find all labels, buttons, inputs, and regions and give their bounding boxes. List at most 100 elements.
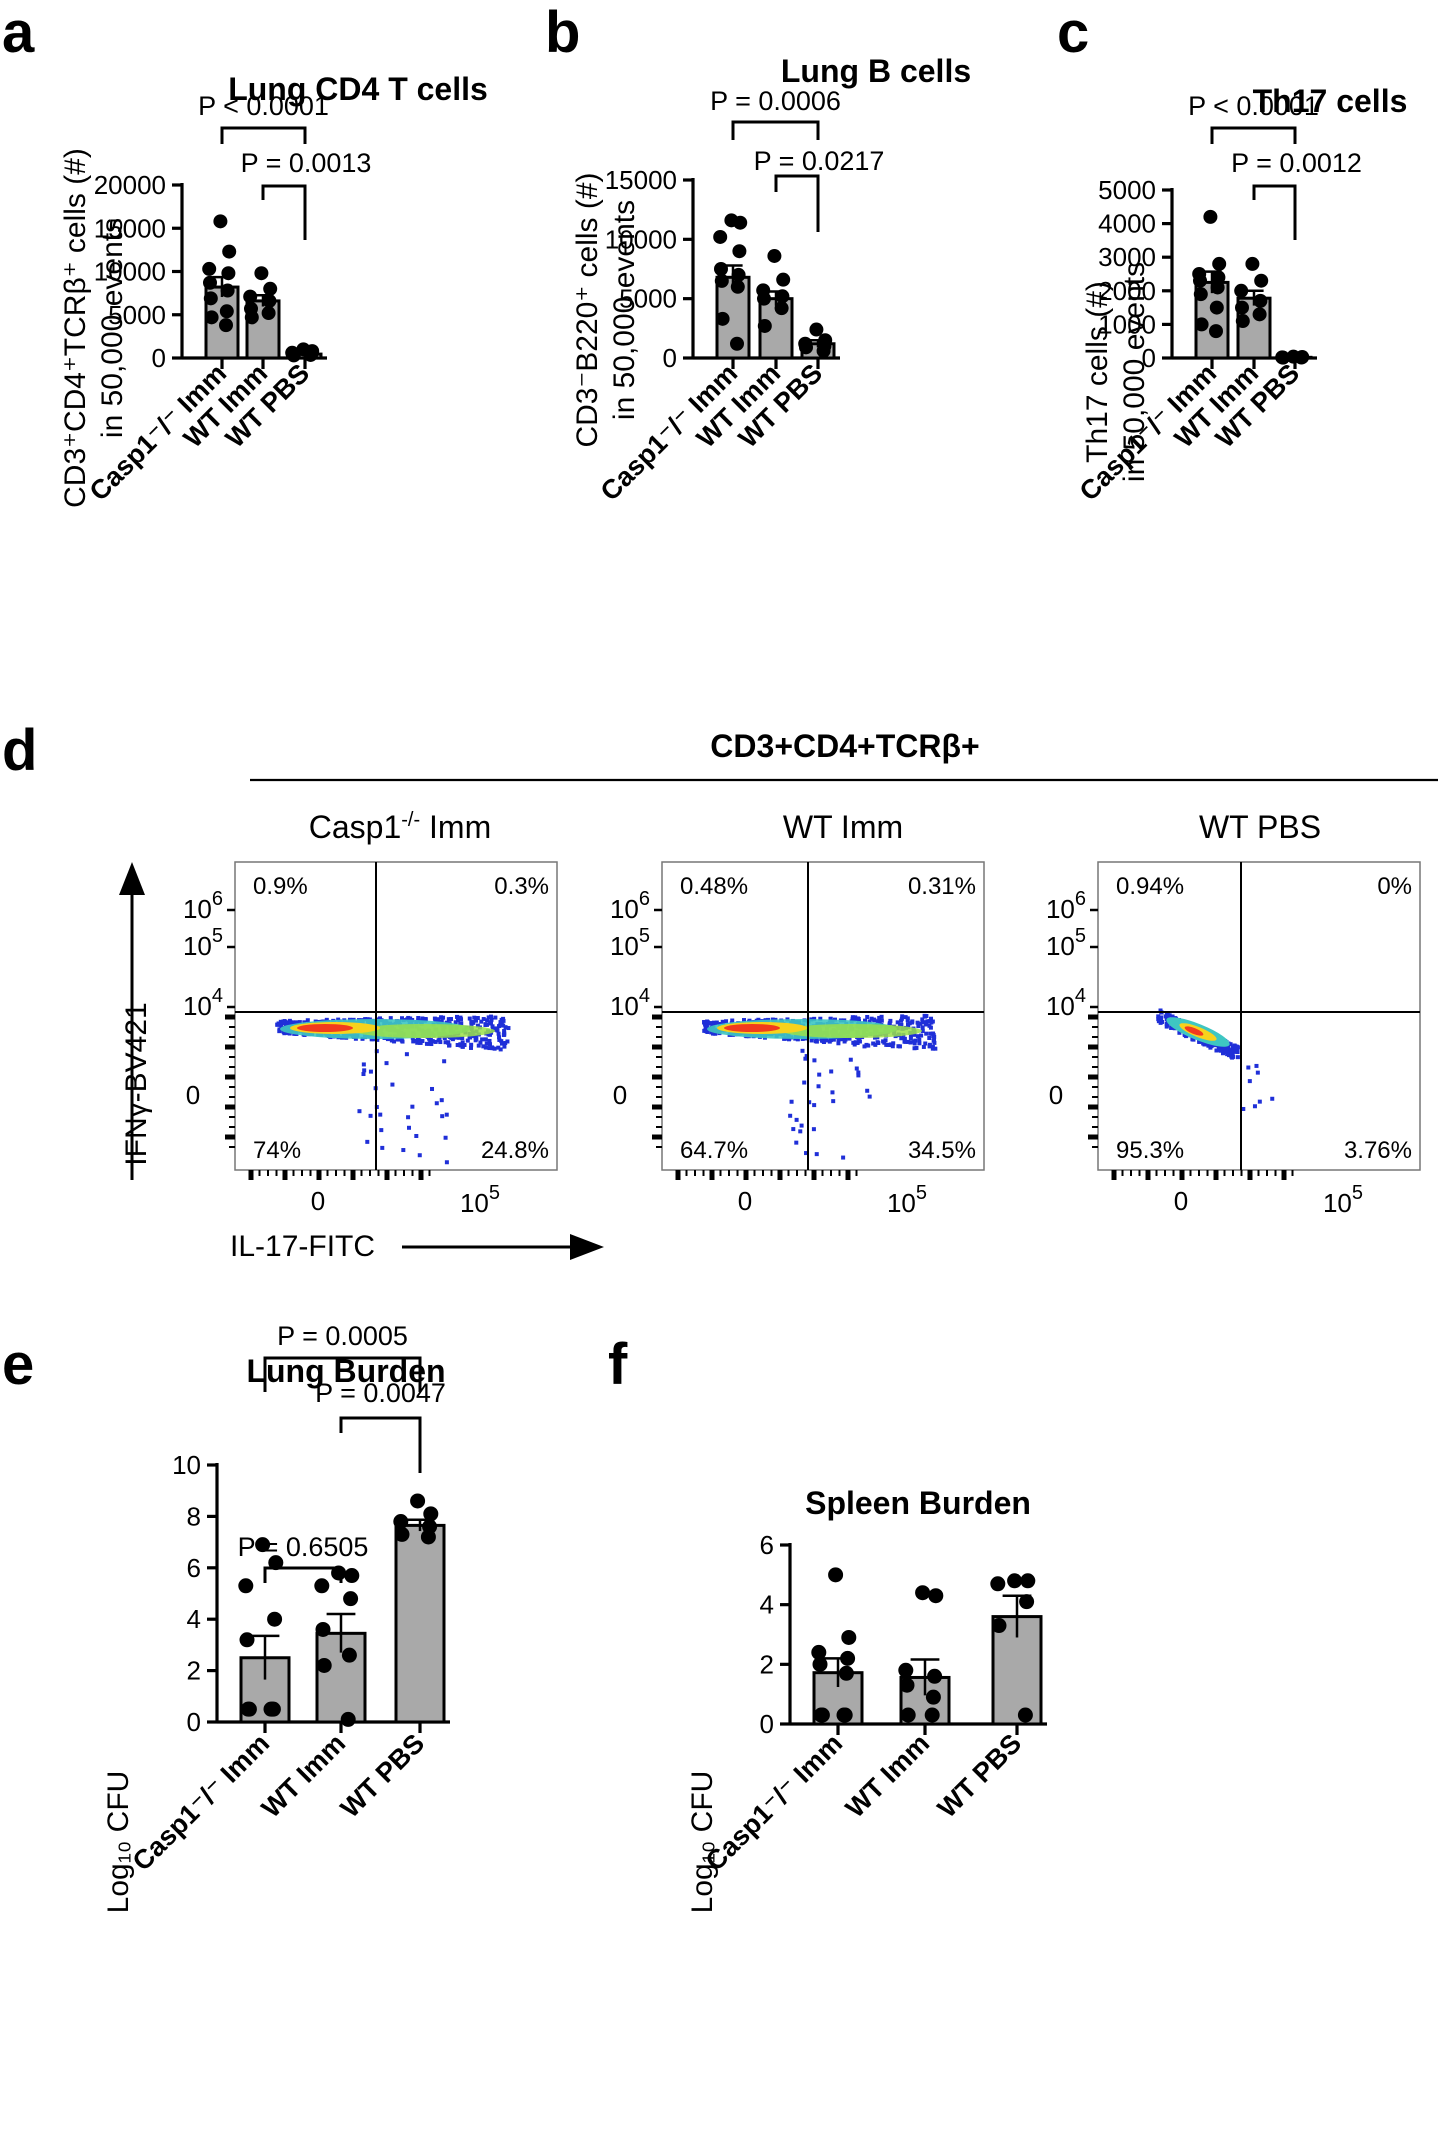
flow-event-0-243 <box>455 1043 460 1048</box>
flow-event-1-484 <box>903 1039 908 1044</box>
data-point-e-2-4 <box>394 1526 410 1542</box>
flow-outlier-1-28 <box>814 1152 819 1157</box>
data-point-e-1-6 <box>316 1657 332 1673</box>
flow-event-1-282 <box>881 1039 886 1044</box>
flow-event-0-53 <box>446 1017 451 1022</box>
flow-event-0-500 <box>446 1040 451 1045</box>
flow-outlier-1-6 <box>831 1099 836 1104</box>
flow-event-1-432 <box>879 1014 884 1019</box>
flow-event-0-413 <box>469 1045 474 1050</box>
quadrant-label-ul-2: 0.94% <box>1116 873 1184 900</box>
flow-event-1-32 <box>871 1041 876 1046</box>
data-point-f-0-4 <box>812 1656 828 1672</box>
flow-event-1-358 <box>891 1041 896 1046</box>
flow-event-1-323 <box>928 1025 933 1030</box>
data-point-b-0-6 <box>714 273 729 288</box>
data-point-b-2-4 <box>799 340 813 355</box>
flow-event-1-349 <box>927 1044 932 1049</box>
flow-event-0-319 <box>420 1039 425 1044</box>
flow-event-1-399 <box>899 1016 904 1021</box>
data-point-a-1-0 <box>254 266 269 281</box>
flow-outlier-0-9 <box>368 1113 373 1118</box>
flow-event-0-509 <box>447 1043 452 1048</box>
flow-event-0-379 <box>412 1038 417 1043</box>
data-point-a-0-7 <box>219 304 234 319</box>
y-tick-label-e-5: 10 <box>172 1450 201 1480</box>
flow-event-1-334 <box>713 1021 718 1026</box>
flow-event-0-82 <box>437 1035 442 1040</box>
flow-event-0-190 <box>439 1015 444 1020</box>
flow-y-tick-label-0-1: 105 <box>183 925 223 961</box>
flow-event-0-0 <box>481 1044 486 1049</box>
data-point-b-1-6 <box>757 318 772 333</box>
category-label-f-1: WT Imm <box>840 1728 935 1823</box>
flow-event-1-401 <box>876 1040 881 1045</box>
flow-event-2-50 <box>1214 1048 1219 1053</box>
flow-event-0-286 <box>448 1017 453 1022</box>
flow-outlier-1-23 <box>802 1080 807 1085</box>
panel-f: f Spleen Burden Log₁₀ CFU 0 2 4 6 Casp1⁻/⁻ I… <box>608 1332 1047 1913</box>
flow-events-0 <box>275 1014 511 1165</box>
data-point-c-1-1 <box>1254 273 1269 288</box>
flow-outlier-2-1 <box>1254 1063 1259 1068</box>
flow-event-0-514 <box>443 1040 448 1045</box>
flow-event-0-218 <box>436 1038 441 1043</box>
data-point-f-1-2 <box>898 1662 914 1678</box>
flow-y-tick-label-1-1: 105 <box>610 925 650 961</box>
flow-outlier-0-3 <box>440 1114 445 1119</box>
flow-event-0-252 <box>493 1015 498 1020</box>
flow-event-1-99 <box>902 1036 907 1041</box>
flow-outlier-1-18 <box>804 1151 809 1156</box>
p-value-b-1: P = 0.0217 <box>754 146 885 176</box>
flow-event-1-313 <box>879 1018 884 1023</box>
y-tick-label-a-0: 0 <box>152 343 166 373</box>
data-point-c-0-3 <box>1211 270 1226 285</box>
flow-frame-1 <box>661 861 985 1171</box>
flow-outlier-2-6 <box>1270 1096 1275 1101</box>
flow-event-0-368 <box>475 1023 480 1028</box>
flow-y-tick-label-0-2: 104 <box>183 985 223 1021</box>
flow-outlier-1-27 <box>812 1058 817 1063</box>
flow-outlier-1-4 <box>794 1117 799 1122</box>
flow-event-2-110 <box>1228 1042 1233 1047</box>
flow-event-2-116 <box>1226 1044 1231 1049</box>
flow-event-0-459 <box>432 1016 437 1021</box>
flow-event-0-480 <box>336 1017 341 1022</box>
flow-event-1-482 <box>703 1023 708 1028</box>
data-point-f-1-0 <box>915 1585 931 1601</box>
data-point-b-0-2 <box>713 229 728 244</box>
data-point-f-2-0 <box>1007 1573 1023 1589</box>
quadrant-label-lr-1: 34.5% <box>908 1137 976 1164</box>
flow-x-tick-base-1: 10 <box>887 1188 916 1218</box>
data-point-f-0-2 <box>811 1644 827 1660</box>
flow-event-1-51 <box>930 1019 935 1024</box>
y-tick-label-f-2: 4 <box>760 1590 774 1620</box>
data-point-f-0-0 <box>828 1567 844 1583</box>
flow-outlier-1-22 <box>807 1100 812 1105</box>
flow-outlier-1-13 <box>804 1054 809 1059</box>
flow-event-0-251 <box>505 1039 510 1044</box>
p-value-c-0: P < 0.0001 <box>1188 91 1319 121</box>
flow-event-0-342 <box>503 1040 508 1045</box>
flow-event-2-194 <box>1235 1055 1240 1060</box>
y-tick-label-b-1: 5000 <box>619 284 677 314</box>
flow-outlier-1-10 <box>812 1103 817 1108</box>
flow-event-1-47 <box>912 1032 917 1037</box>
flow-title-main-1: WT Imm <box>783 809 903 845</box>
flow-event-0-194 <box>502 1028 507 1033</box>
panel-d: d CD3+CD4+TCRβ+ Casp1-/- Imm 0.9% 0.3% 74% 2… <box>2 718 1438 1263</box>
data-point-a-1-6 <box>244 310 259 325</box>
flow-outlier-0-11 <box>414 1133 419 1138</box>
y-axis-label-b-line2: in 50,000 events <box>608 200 641 420</box>
flow-x-ticks-2 <box>1111 1170 1294 1180</box>
panel-a: a Lung CD4 T cells CD3⁺CD4⁺TCRβ⁺ cells (… <box>2 0 488 508</box>
quadrant-label-ll-2: 95.3% <box>1116 1137 1184 1164</box>
flow-event-0-374 <box>487 1046 492 1051</box>
flow-event-1-218 <box>863 1018 868 1023</box>
data-point-b-0-8 <box>715 311 730 326</box>
flow-event-0-504 <box>428 1039 433 1044</box>
y-tick-label-c-0: 0 <box>1142 343 1156 373</box>
data-point-e-0-8 <box>241 1701 257 1717</box>
flow-title-main-2: WT PBS <box>1199 809 1321 845</box>
